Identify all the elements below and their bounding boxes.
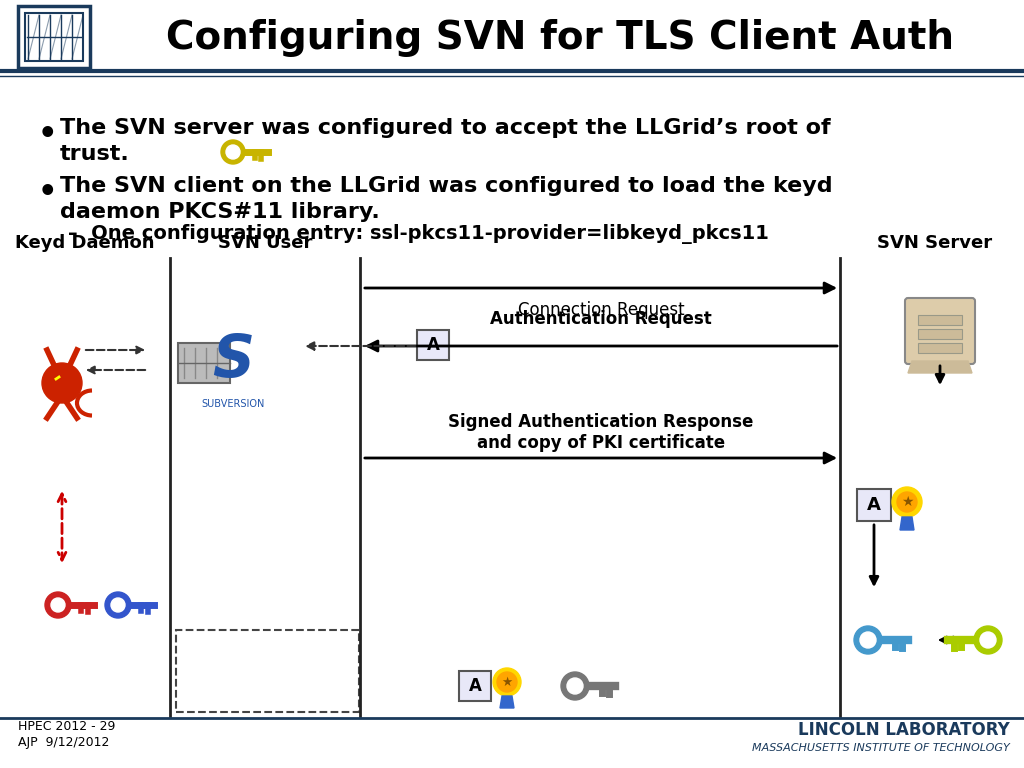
Text: AJP  9/12/2012: AJP 9/12/2012	[18, 736, 110, 749]
Text: SUBVERSION: SUBVERSION	[202, 399, 264, 409]
Text: A: A	[469, 677, 481, 695]
Circle shape	[226, 145, 240, 159]
Text: A: A	[867, 496, 881, 514]
Text: MASSACHUSETTS INSTITUTE OF TECHNOLOGY: MASSACHUSETTS INSTITUTE OF TECHNOLOGY	[753, 743, 1010, 753]
Text: •: •	[38, 178, 57, 207]
FancyBboxPatch shape	[178, 343, 230, 383]
Text: A: A	[427, 336, 439, 354]
Text: LINCOLN LABORATORY: LINCOLN LABORATORY	[799, 721, 1010, 739]
FancyBboxPatch shape	[918, 343, 962, 353]
FancyBboxPatch shape	[918, 329, 962, 339]
Circle shape	[567, 678, 583, 694]
Text: •: •	[38, 120, 57, 149]
Circle shape	[497, 672, 517, 692]
FancyBboxPatch shape	[18, 6, 90, 68]
Text: Authentication Request: Authentication Request	[490, 310, 712, 328]
Text: HPEC 2012 - 29: HPEC 2012 - 29	[18, 720, 116, 733]
Circle shape	[51, 598, 65, 612]
Circle shape	[892, 487, 922, 517]
Circle shape	[974, 626, 1002, 654]
Circle shape	[980, 632, 996, 648]
Text: S: S	[212, 332, 254, 389]
Text: –  One configuration entry: ssl-pkcs11-provider=libkeyd_pkcs11: – One configuration entry: ssl-pkcs11-pr…	[68, 224, 769, 244]
Polygon shape	[900, 517, 914, 530]
FancyBboxPatch shape	[417, 330, 449, 360]
Circle shape	[897, 492, 918, 512]
Circle shape	[45, 592, 71, 618]
Text: Keyd Daemon: Keyd Daemon	[15, 234, 155, 252]
Circle shape	[860, 632, 876, 648]
FancyBboxPatch shape	[25, 13, 83, 61]
Text: Signed Authentication Response
and copy of PKI certificate: Signed Authentication Response and copy …	[449, 413, 754, 452]
Text: The SVN server was configured to accept the LLGrid’s root of
trust.: The SVN server was configured to accept …	[60, 118, 830, 164]
Circle shape	[561, 672, 589, 700]
Text: Configuring SVN for TLS Client Auth: Configuring SVN for TLS Client Auth	[166, 19, 954, 57]
FancyBboxPatch shape	[857, 489, 891, 521]
FancyBboxPatch shape	[918, 315, 962, 325]
Polygon shape	[908, 361, 972, 373]
FancyBboxPatch shape	[905, 298, 975, 364]
Circle shape	[111, 598, 125, 612]
Text: Connection Request: Connection Request	[518, 301, 684, 319]
Circle shape	[854, 626, 882, 654]
Circle shape	[42, 363, 82, 403]
Text: SVN User: SVN User	[218, 234, 312, 252]
Circle shape	[493, 668, 521, 696]
Circle shape	[105, 592, 131, 618]
Polygon shape	[500, 696, 514, 708]
Text: SVN Server: SVN Server	[878, 234, 992, 252]
FancyBboxPatch shape	[459, 671, 490, 701]
Text: ★: ★	[901, 495, 913, 509]
Text: The SVN client on the LLGrid was configured to load the keyd
daemon PKCS#11 libr: The SVN client on the LLGrid was configu…	[60, 176, 833, 223]
Circle shape	[221, 140, 245, 164]
Text: ★: ★	[502, 676, 513, 688]
